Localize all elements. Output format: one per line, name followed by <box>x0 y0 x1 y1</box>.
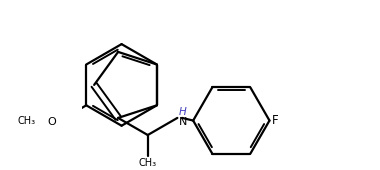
Text: N: N <box>179 117 187 127</box>
Text: CH₃: CH₃ <box>17 116 35 126</box>
Text: F: F <box>272 114 278 127</box>
Text: H: H <box>179 107 187 117</box>
Text: O: O <box>47 117 56 128</box>
Text: CH₃: CH₃ <box>139 158 157 168</box>
